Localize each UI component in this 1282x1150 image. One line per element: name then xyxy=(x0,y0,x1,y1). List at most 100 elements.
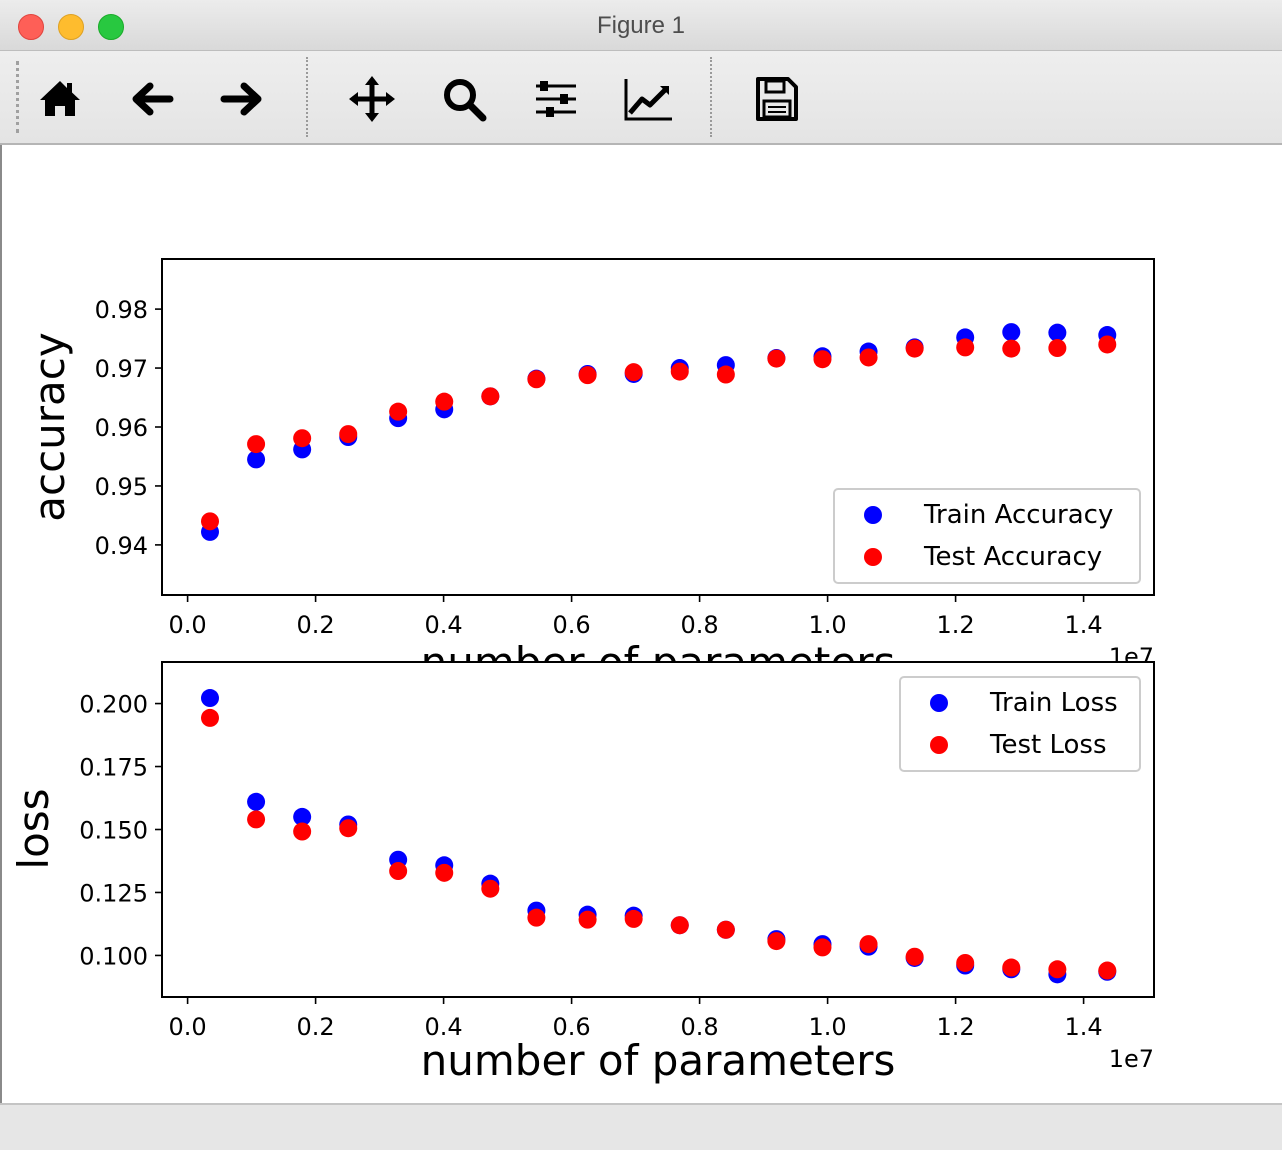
data-point-test-accuracy xyxy=(293,429,312,448)
data-point-test-loss xyxy=(339,819,358,838)
axes-frame xyxy=(161,661,1155,998)
data-point-test-accuracy xyxy=(767,349,786,368)
y-tick-label: 0.95 xyxy=(95,473,148,501)
data-point-train-accuracy xyxy=(1048,323,1067,342)
zoom-button[interactable] xyxy=(438,73,490,125)
subplots-config-button[interactable] xyxy=(530,73,582,125)
legend-box xyxy=(833,488,1141,584)
y-tick-label: 0.100 xyxy=(79,942,148,970)
y-tick-label: 0.98 xyxy=(95,296,148,324)
x-tick-label: 0.6 xyxy=(553,611,591,639)
toolbar-separator xyxy=(710,57,712,137)
axes-frame xyxy=(161,258,1155,596)
y-tick-label: 0.97 xyxy=(95,355,148,383)
zoom-magnifier-icon xyxy=(444,79,487,122)
forward-button[interactable] xyxy=(216,73,268,125)
x-axis-label: number of parameters xyxy=(421,1036,896,1085)
data-point-test-accuracy xyxy=(481,387,500,406)
x-tick-label: 0.4 xyxy=(425,1013,463,1041)
data-point-test-accuracy xyxy=(527,370,546,389)
x-tick-label: 1.2 xyxy=(937,611,975,639)
data-point-test-loss xyxy=(389,862,408,881)
data-point-test-loss xyxy=(716,920,735,939)
data-point-test-accuracy xyxy=(813,350,832,369)
status-bar xyxy=(0,1103,1282,1150)
data-point-test-loss xyxy=(905,947,924,966)
figure-canvas[interactable]: 1e7 number of parameters 0.0 0.2 0.4 0.6 0.8 1.… xyxy=(2,145,1282,1103)
maximize-window-button[interactable] xyxy=(98,14,124,40)
data-point-test-accuracy xyxy=(905,339,924,358)
data-point-test-loss xyxy=(956,953,975,972)
y-tick-label: 0.175 xyxy=(79,754,148,782)
data-point-test-accuracy xyxy=(339,425,358,444)
data-point-test-loss xyxy=(527,908,546,927)
data-point-test-loss xyxy=(670,916,689,935)
edit-axis-button[interactable] xyxy=(622,73,674,125)
x-tick-label: 0.6 xyxy=(553,1013,591,1041)
data-point-test-accuracy xyxy=(859,348,878,367)
data-point-test-loss xyxy=(1002,958,1021,977)
home-button[interactable] xyxy=(34,73,86,125)
x-offset-label: 1e7 xyxy=(1109,1045,1154,1073)
y-axis-label: accuracy xyxy=(25,332,74,522)
legend-label: Train Accuracy xyxy=(923,500,1113,530)
y-axis-label: loss xyxy=(9,788,58,869)
legend-box xyxy=(899,676,1141,772)
legend-marker xyxy=(864,548,882,566)
toolbar-grip[interactable] xyxy=(16,61,19,133)
data-point-test-accuracy xyxy=(201,512,219,531)
pan-button[interactable] xyxy=(346,73,398,125)
data-point-test-loss xyxy=(578,910,597,929)
legend-marker xyxy=(864,506,882,524)
navigation-toolbar xyxy=(0,51,1282,145)
data-point-train-loss xyxy=(247,792,266,811)
x-tick-label: 1.4 xyxy=(1065,611,1103,639)
back-arrow-icon xyxy=(132,82,174,116)
data-point-test-accuracy xyxy=(716,365,735,384)
data-point-test-loss xyxy=(435,863,454,882)
forward-arrow-icon xyxy=(220,82,262,116)
x-tick-label: 1.0 xyxy=(809,1013,847,1041)
x-tick-label: 0.0 xyxy=(169,611,207,639)
y-tick-label: 0.125 xyxy=(79,879,148,907)
close-window-button[interactable] xyxy=(18,14,44,40)
window-left-border xyxy=(0,145,2,1103)
x-tick-label: 0.4 xyxy=(425,611,463,639)
data-point-test-loss xyxy=(481,879,500,898)
legend-label: Train Loss xyxy=(989,688,1118,718)
x-tick-label: 1.4 xyxy=(1065,1013,1103,1041)
minimize-window-button[interactable] xyxy=(58,14,84,40)
x-tick-label: 1.0 xyxy=(809,611,847,639)
x-tick-label: 0.2 xyxy=(297,611,335,639)
data-point-train-loss xyxy=(201,689,219,708)
y-tick-label: 0.150 xyxy=(79,817,148,845)
pan-move-icon xyxy=(349,76,395,122)
y-tick-label: 0.200 xyxy=(79,691,148,719)
legend-marker xyxy=(930,736,948,754)
data-point-test-loss xyxy=(293,822,312,841)
data-point-test-accuracy xyxy=(956,338,975,357)
data-point-test-accuracy xyxy=(389,402,408,421)
data-point-train-loss xyxy=(293,807,312,826)
legend-marker xyxy=(930,694,948,712)
y-tick-label: 0.96 xyxy=(95,414,148,442)
data-point-test-loss xyxy=(624,909,643,928)
data-point-train-accuracy xyxy=(1002,323,1021,342)
data-point-test-accuracy xyxy=(578,366,597,385)
window-title: Figure 1 xyxy=(596,12,686,39)
home-icon xyxy=(40,81,80,116)
subplots-config-icon xyxy=(536,81,576,117)
data-point-test-accuracy xyxy=(624,363,643,382)
save-button[interactable] xyxy=(750,73,802,125)
data-point-test-accuracy xyxy=(247,435,266,454)
x-tick-label: 0.8 xyxy=(681,1013,719,1041)
data-point-test-accuracy xyxy=(1098,335,1117,354)
back-button[interactable] xyxy=(126,73,178,125)
data-point-test-loss xyxy=(767,932,786,951)
data-point-test-loss xyxy=(813,938,832,957)
data-point-test-accuracy xyxy=(1002,339,1021,358)
x-tick-label: 0.8 xyxy=(681,611,719,639)
edit-axis-curve-icon xyxy=(624,79,672,121)
x-tick-label: 0.2 xyxy=(297,1013,335,1041)
legend-label: Test Accuracy xyxy=(923,542,1102,572)
